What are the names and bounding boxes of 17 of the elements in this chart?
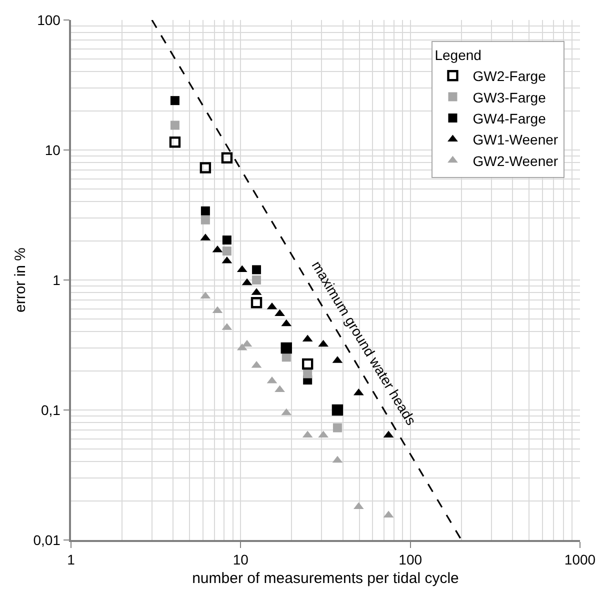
x-tick-label: 1000 (564, 552, 596, 568)
x-tick-label: 10 (232, 552, 249, 568)
y-tick-label: 1 (52, 272, 61, 288)
x-tick-label: 1 (67, 552, 76, 568)
legend-title: Legend (434, 47, 482, 63)
y-tick-label: 0,1 (40, 402, 61, 418)
y-axis-title: error in % (12, 247, 29, 313)
y-tick-label: 10 (44, 142, 61, 158)
legend-label: GW2-Weener (472, 152, 558, 169)
legend-label: GW4-Farge (472, 110, 546, 126)
legend-label: GW3-Farge (472, 89, 546, 106)
legend-label: GW1-Weener (472, 132, 558, 148)
x-tick-label: 100 (398, 552, 422, 568)
x-axis-title: number of measurements per tidal cycle (192, 570, 459, 588)
y-tick-label: 100 (37, 12, 61, 28)
legend-label: GW2-Farge (472, 68, 546, 84)
y-tick-label: 0,01 (33, 532, 61, 548)
